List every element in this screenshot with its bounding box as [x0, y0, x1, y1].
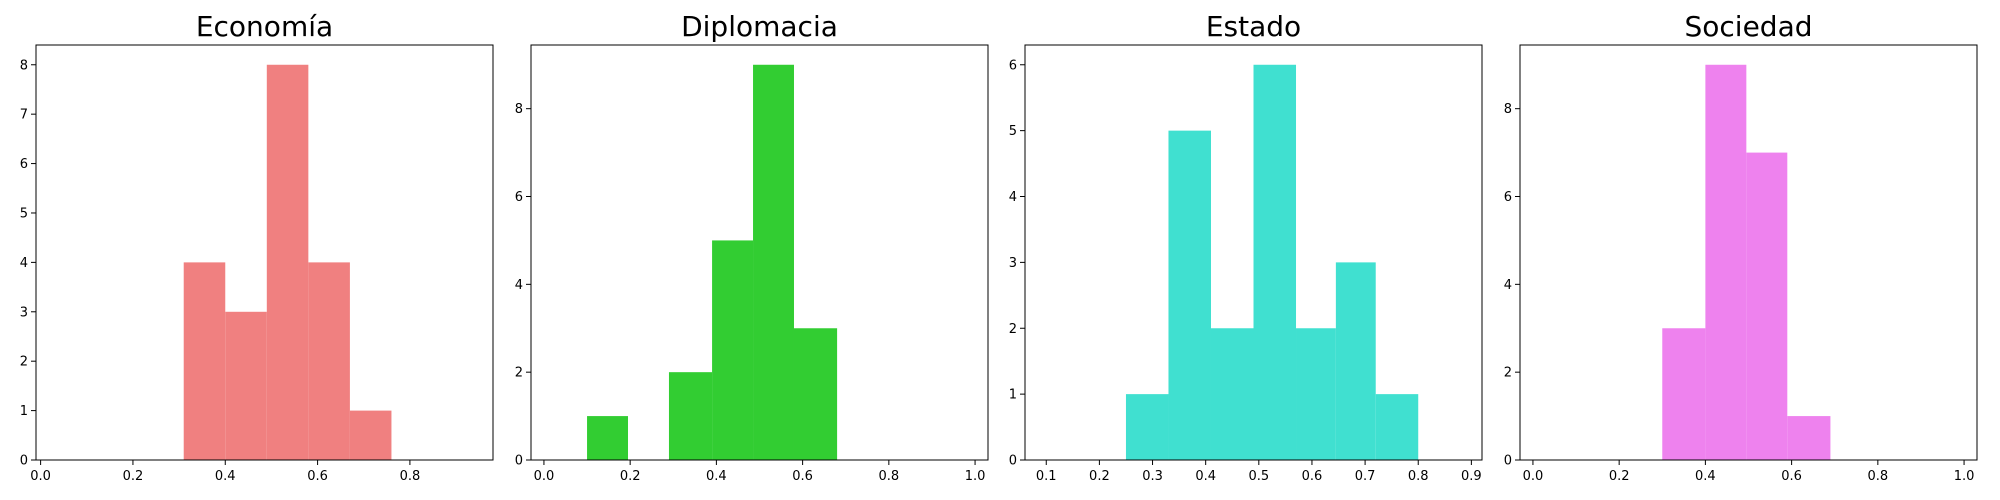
y-tick-label: 0 [20, 454, 28, 469]
bars [183, 64, 392, 460]
x-tick-label: 0.6 [1302, 469, 1323, 484]
histogram-bar [1253, 64, 1297, 460]
y-tick-label: 8 [1504, 102, 1512, 117]
y-axis-ticks: 0 1 2 3 4 5 6 7 8 [20, 58, 36, 469]
panel-estado: Estado 0.1 0.2 0.3 0.4 0.5 0.6 0.7 0.8 0.9 0 1 2 3 4… [1009, 10, 1483, 484]
y-tick-label: 2 [1009, 322, 1017, 337]
y-tick-label: 0 [1009, 454, 1017, 469]
y-tick-label: 1 [1009, 388, 1017, 403]
histogram-bar [668, 372, 713, 460]
y-tick-label: 3 [1009, 256, 1017, 271]
x-tick-label: 1.0 [1954, 469, 1975, 484]
x-tick-label: 0.6 [307, 469, 328, 484]
histogram-bar [349, 410, 392, 460]
y-tick-label: 7 [20, 108, 28, 123]
x-tick-label: 0.2 [123, 469, 144, 484]
y-tick-label: 6 [515, 190, 523, 205]
panel-title: Estado [1206, 10, 1301, 43]
y-tick-label: 4 [515, 278, 523, 293]
x-tick-label: 0.8 [1408, 469, 1429, 484]
y-tick-label: 0 [1504, 454, 1512, 469]
histogram-bar [266, 64, 309, 460]
y-tick-label: 2 [20, 355, 28, 370]
axes-frame [35, 44, 494, 461]
x-tick-label: 0.4 [1695, 469, 1716, 484]
y-axis-ticks: 0 1 2 3 4 5 6 [1009, 58, 1025, 469]
x-tick-label: 0.9 [1461, 469, 1482, 484]
x-tick-label: 0.2 [1609, 469, 1630, 484]
y-tick-label: 0 [515, 454, 523, 469]
y-tick-label: 5 [1009, 124, 1017, 139]
panel-diplomacia: Diplomacia 0.0 0.2 0.4 0.6 0.8 1.0 0 2 4 6 8 [515, 10, 989, 484]
axes-frame [530, 44, 989, 461]
histogram-bar [1375, 394, 1419, 460]
x-tick-label: 0.0 [534, 469, 555, 484]
histogram-bar [793, 328, 838, 460]
histogram-bar [1335, 262, 1376, 460]
panel-sociedad: Sociedad 0.0 0.2 0.4 0.6 0.8 1.0 0 2 4 6 8 [1504, 10, 1978, 484]
x-tick-label: 0.4 [1195, 469, 1216, 484]
histogram-bar [1296, 328, 1336, 460]
y-tick-label: 4 [1009, 190, 1017, 205]
x-tick-label: 0.2 [620, 469, 641, 484]
y-tick-label: 4 [1504, 278, 1512, 293]
y-tick-label: 2 [515, 366, 523, 381]
x-tick-label: 0.4 [706, 469, 727, 484]
axes-frame [1024, 44, 1483, 461]
x-tick-label: 0.8 [1867, 469, 1888, 484]
y-tick-label: 2 [1504, 366, 1512, 381]
x-tick-label: 0.0 [30, 469, 51, 484]
histogram-bar [1705, 64, 1747, 460]
x-tick-label: 0.0 [1523, 469, 1544, 484]
histogram-bar [1746, 152, 1788, 460]
bars [587, 64, 838, 460]
x-tick-label: 1.0 [965, 469, 986, 484]
histogram-bar [1662, 328, 1706, 460]
y-tick-label: 1 [20, 404, 28, 419]
x-tick-label: 0.4 [215, 469, 236, 484]
y-tick-label: 5 [20, 206, 28, 221]
x-tick-label: 0.8 [878, 469, 899, 484]
histogram-bar [308, 262, 350, 460]
y-tick-label: 3 [20, 305, 28, 320]
x-tick-label: 0.6 [792, 469, 813, 484]
y-tick-label: 8 [20, 58, 28, 73]
panel-economia: Economía 0.0 0.2 0.4 0.6 0.8 0 1 2 3 4 5 6 7 8 [20, 10, 494, 484]
histogram-bar [1125, 394, 1169, 460]
histogram-bar [712, 240, 754, 460]
y-axis-ticks: 0 2 4 6 8 [515, 102, 531, 469]
histogram-bar [1210, 328, 1254, 460]
bars [1662, 64, 1831, 460]
y-axis-ticks: 0 2 4 6 8 [1504, 102, 1520, 469]
x-axis-ticks: 0.0 0.2 0.4 0.6 0.8 1.0 [534, 460, 986, 484]
x-tick-label: 0.1 [1036, 469, 1057, 484]
x-axis-ticks: 0.1 0.2 0.3 0.4 0.5 0.6 0.7 0.8 0.9 [1036, 460, 1482, 484]
x-axis-ticks: 0.0 0.2 0.4 0.6 0.8 1.0 [1523, 460, 1975, 484]
histogram-bar [1168, 130, 1211, 460]
y-tick-label: 6 [1009, 58, 1017, 73]
histogram-bar [1787, 416, 1831, 460]
panel-title: Diplomacia [681, 10, 838, 43]
panel-title: Sociedad [1684, 10, 1812, 43]
histogram-bar [753, 64, 794, 460]
x-tick-label: 0.5 [1248, 469, 1269, 484]
y-tick-label: 6 [1504, 190, 1512, 205]
histogram-bar [587, 416, 629, 460]
bars [1125, 64, 1419, 460]
x-tick-label: 0.7 [1355, 469, 1376, 484]
histogram-bar [183, 262, 226, 460]
x-tick-label: 0.8 [400, 469, 421, 484]
axes-frame [1519, 44, 1978, 461]
y-tick-label: 4 [20, 256, 28, 271]
x-tick-label: 0.2 [1089, 469, 1110, 484]
y-tick-label: 6 [20, 157, 28, 172]
x-axis-ticks: 0.0 0.2 0.4 0.6 0.8 [30, 460, 420, 484]
x-tick-label: 0.6 [1781, 469, 1802, 484]
x-tick-label: 0.3 [1142, 469, 1163, 484]
y-tick-label: 8 [515, 102, 523, 117]
histogram-bar [225, 311, 267, 460]
panel-title: Economía [196, 10, 333, 43]
